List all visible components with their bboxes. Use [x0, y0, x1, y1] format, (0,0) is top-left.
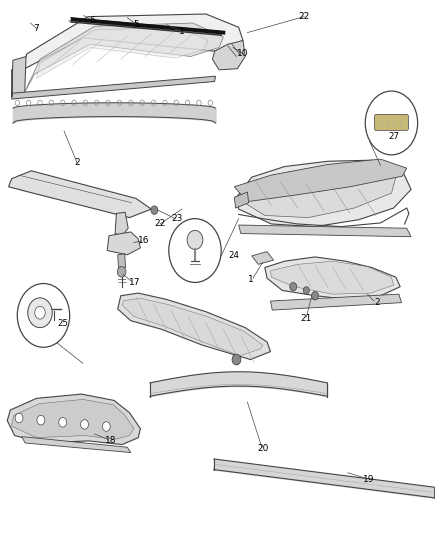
- Text: 18: 18: [105, 436, 117, 445]
- Text: 20: 20: [258, 444, 269, 453]
- Polygon shape: [118, 254, 126, 269]
- Polygon shape: [36, 27, 208, 78]
- Circle shape: [37, 415, 45, 425]
- Polygon shape: [9, 171, 151, 217]
- Circle shape: [35, 306, 45, 319]
- Polygon shape: [12, 399, 134, 439]
- Circle shape: [117, 266, 126, 277]
- Text: 10: 10: [237, 50, 249, 58]
- Text: 2: 2: [74, 158, 80, 167]
- Text: 23: 23: [172, 214, 183, 223]
- Text: 16: 16: [138, 237, 150, 246]
- Polygon shape: [212, 41, 245, 70]
- Polygon shape: [7, 394, 141, 445]
- Polygon shape: [118, 293, 271, 360]
- Polygon shape: [12, 56, 26, 96]
- Polygon shape: [25, 23, 223, 92]
- Circle shape: [17, 284, 70, 348]
- Polygon shape: [21, 437, 131, 453]
- Circle shape: [290, 282, 297, 291]
- Polygon shape: [115, 212, 128, 236]
- Text: 7: 7: [34, 24, 39, 33]
- Polygon shape: [122, 298, 263, 356]
- Polygon shape: [252, 252, 274, 264]
- Polygon shape: [265, 257, 400, 300]
- Circle shape: [187, 230, 203, 249]
- Circle shape: [81, 419, 88, 429]
- Circle shape: [311, 292, 318, 300]
- Circle shape: [59, 417, 67, 427]
- Text: 1: 1: [179, 27, 185, 36]
- Circle shape: [169, 219, 221, 282]
- Text: 24: 24: [228, 252, 239, 260]
- Circle shape: [365, 91, 418, 155]
- Text: 5: 5: [133, 20, 139, 29]
- Text: 6: 6: [89, 16, 95, 25]
- Polygon shape: [12, 14, 243, 96]
- Circle shape: [232, 354, 241, 365]
- Polygon shape: [12, 76, 215, 99]
- Text: 22: 22: [155, 220, 166, 229]
- Polygon shape: [107, 232, 141, 255]
- Polygon shape: [239, 225, 411, 237]
- Polygon shape: [234, 192, 249, 208]
- Polygon shape: [234, 159, 407, 201]
- Circle shape: [303, 287, 309, 294]
- Circle shape: [28, 298, 52, 328]
- Text: 2: 2: [374, 297, 380, 306]
- Polygon shape: [271, 261, 394, 294]
- Text: 21: 21: [300, 314, 312, 323]
- Polygon shape: [237, 160, 411, 227]
- Circle shape: [15, 413, 23, 423]
- Text: 25: 25: [58, 319, 69, 328]
- Circle shape: [102, 422, 110, 431]
- Text: 17: 17: [128, 278, 140, 287]
- Circle shape: [151, 206, 158, 214]
- Text: 27: 27: [388, 132, 399, 141]
- Polygon shape: [271, 294, 402, 310]
- Text: 1: 1: [247, 274, 253, 284]
- FancyBboxPatch shape: [374, 115, 409, 131]
- Text: 22: 22: [299, 12, 310, 21]
- Text: 19: 19: [363, 475, 374, 483]
- Polygon shape: [244, 166, 396, 217]
